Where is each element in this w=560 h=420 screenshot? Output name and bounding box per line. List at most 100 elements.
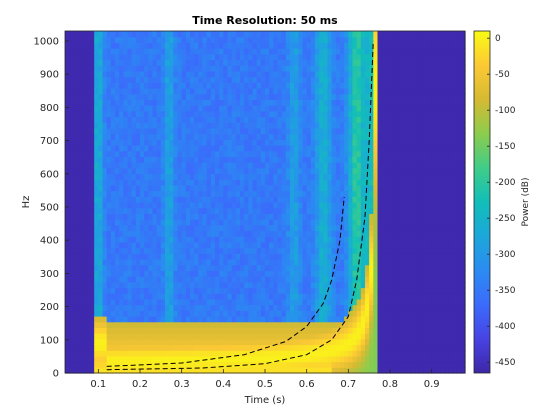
spectrogram-cell xyxy=(206,59,212,66)
spectrogram-cell xyxy=(198,236,204,243)
spectrogram-cell xyxy=(252,293,258,300)
spectrogram-cell xyxy=(360,350,366,357)
spectrogram-cell xyxy=(302,241,308,249)
spectrogram-cell xyxy=(219,338,224,346)
spectrogram-cell xyxy=(369,88,374,95)
spectrogram-cell xyxy=(394,76,399,83)
spectrogram-cell xyxy=(110,196,116,203)
spectrogram-cell xyxy=(302,127,308,135)
spectrogram-cell xyxy=(281,150,287,157)
spectrogram-cell xyxy=(190,53,195,61)
spectrogram-cell xyxy=(102,321,108,328)
spectrogram-cell xyxy=(306,202,312,209)
spectrogram-cell xyxy=(98,167,104,175)
spectrogram-cell xyxy=(90,31,95,38)
spectrogram-cell xyxy=(115,316,120,323)
spectrogram-cell xyxy=(173,105,179,112)
spectrogram-cell xyxy=(210,241,216,249)
spectrogram-cell xyxy=(148,196,154,203)
spectrogram-cell xyxy=(335,355,341,363)
spectrogram-cell xyxy=(227,241,233,249)
spectrogram-cell xyxy=(223,53,229,61)
spectrogram-cell xyxy=(185,310,191,317)
spectrogram-cell xyxy=(173,207,179,214)
spectrogram-cell xyxy=(273,156,279,163)
spectrogram-cell xyxy=(240,99,245,106)
spectrogram-cell xyxy=(115,241,120,249)
spectrogram-cell xyxy=(219,70,224,78)
spectrogram-cell xyxy=(119,259,124,266)
spectrogram-cell xyxy=(98,293,104,300)
spectrogram-cell xyxy=(119,59,124,66)
spectrogram-cell xyxy=(148,76,154,83)
spectrogram-cell xyxy=(390,116,395,123)
spectrogram-cell xyxy=(81,253,87,260)
spectrogram-cell xyxy=(181,355,187,363)
spectrogram-cell xyxy=(177,224,183,232)
spectrogram-cell xyxy=(169,213,174,220)
spectrogram-cell xyxy=(302,281,308,289)
spectrogram-cells xyxy=(65,31,466,374)
spectrogram-cell xyxy=(169,304,174,311)
spectrogram-cell xyxy=(148,42,154,49)
spectrogram-cell xyxy=(106,344,112,351)
spectrogram-cell xyxy=(385,327,391,334)
spectrogram-cell xyxy=(298,350,304,357)
spectrogram-cell xyxy=(256,304,262,311)
spectrogram-cell xyxy=(402,287,408,294)
spectrogram-cell xyxy=(169,321,174,328)
spectrogram-cell xyxy=(335,110,341,118)
spectrogram-cell xyxy=(181,116,187,123)
spectrogram-cell xyxy=(177,162,183,169)
spectrogram-cell xyxy=(344,110,349,118)
spectrogram-cell xyxy=(277,162,283,169)
spectrogram-cell xyxy=(181,145,187,152)
spectrogram-cell xyxy=(381,190,387,197)
spectrogram-cell xyxy=(365,190,370,197)
spectrogram-cell xyxy=(281,253,287,260)
spectrogram-cell xyxy=(165,116,170,123)
spectrogram-cell xyxy=(94,162,99,169)
spectrogram-cell xyxy=(227,310,233,317)
spectrogram-cell xyxy=(294,230,299,237)
spectrogram-cell xyxy=(285,116,291,123)
spectrogram-cell xyxy=(185,293,191,300)
spectrogram-cell xyxy=(131,76,137,83)
spectrogram-cell xyxy=(360,361,366,368)
spectrogram-cell xyxy=(340,350,345,357)
spectrogram-cell xyxy=(185,70,191,78)
spectrogram-cell xyxy=(269,264,274,271)
spectrogram-cell xyxy=(85,202,91,209)
spectrogram-cell xyxy=(281,190,287,197)
spectrogram-cell xyxy=(156,127,162,135)
spectrogram-cell xyxy=(298,241,304,249)
spectrogram-cell xyxy=(335,105,341,112)
spectrogram-cell xyxy=(360,304,366,311)
spectrogram-cell xyxy=(281,259,287,266)
spectrogram-cell xyxy=(281,213,287,220)
spectrogram-cell xyxy=(219,287,224,294)
spectrogram-cell xyxy=(256,241,262,249)
spectrogram-cell xyxy=(373,333,379,340)
spectrogram-cell xyxy=(215,184,220,192)
spectrogram-cell xyxy=(198,219,204,226)
spectrogram-cell xyxy=(402,31,408,38)
spectrogram-cell xyxy=(265,122,270,129)
spectrogram-cell xyxy=(110,116,116,123)
spectrogram-cell xyxy=(198,207,204,214)
spectrogram-cell xyxy=(290,276,295,283)
spectrogram-cell xyxy=(173,190,179,197)
spectrogram-cell xyxy=(194,287,199,294)
spectrogram-cell xyxy=(185,207,191,214)
spectrogram-cell xyxy=(265,338,270,346)
spectrogram-cell xyxy=(190,184,195,192)
spectrogram-cell xyxy=(273,93,279,100)
spectrogram-cell xyxy=(165,247,170,254)
spectrogram-cell xyxy=(327,276,333,283)
spectrogram-cell xyxy=(73,293,79,300)
spectrogram-cell xyxy=(198,224,204,232)
spectrogram-cell xyxy=(185,116,191,123)
spectrogram-cell xyxy=(394,82,399,89)
spectrogram-cell xyxy=(365,116,370,123)
spectrogram-cell xyxy=(315,219,320,226)
